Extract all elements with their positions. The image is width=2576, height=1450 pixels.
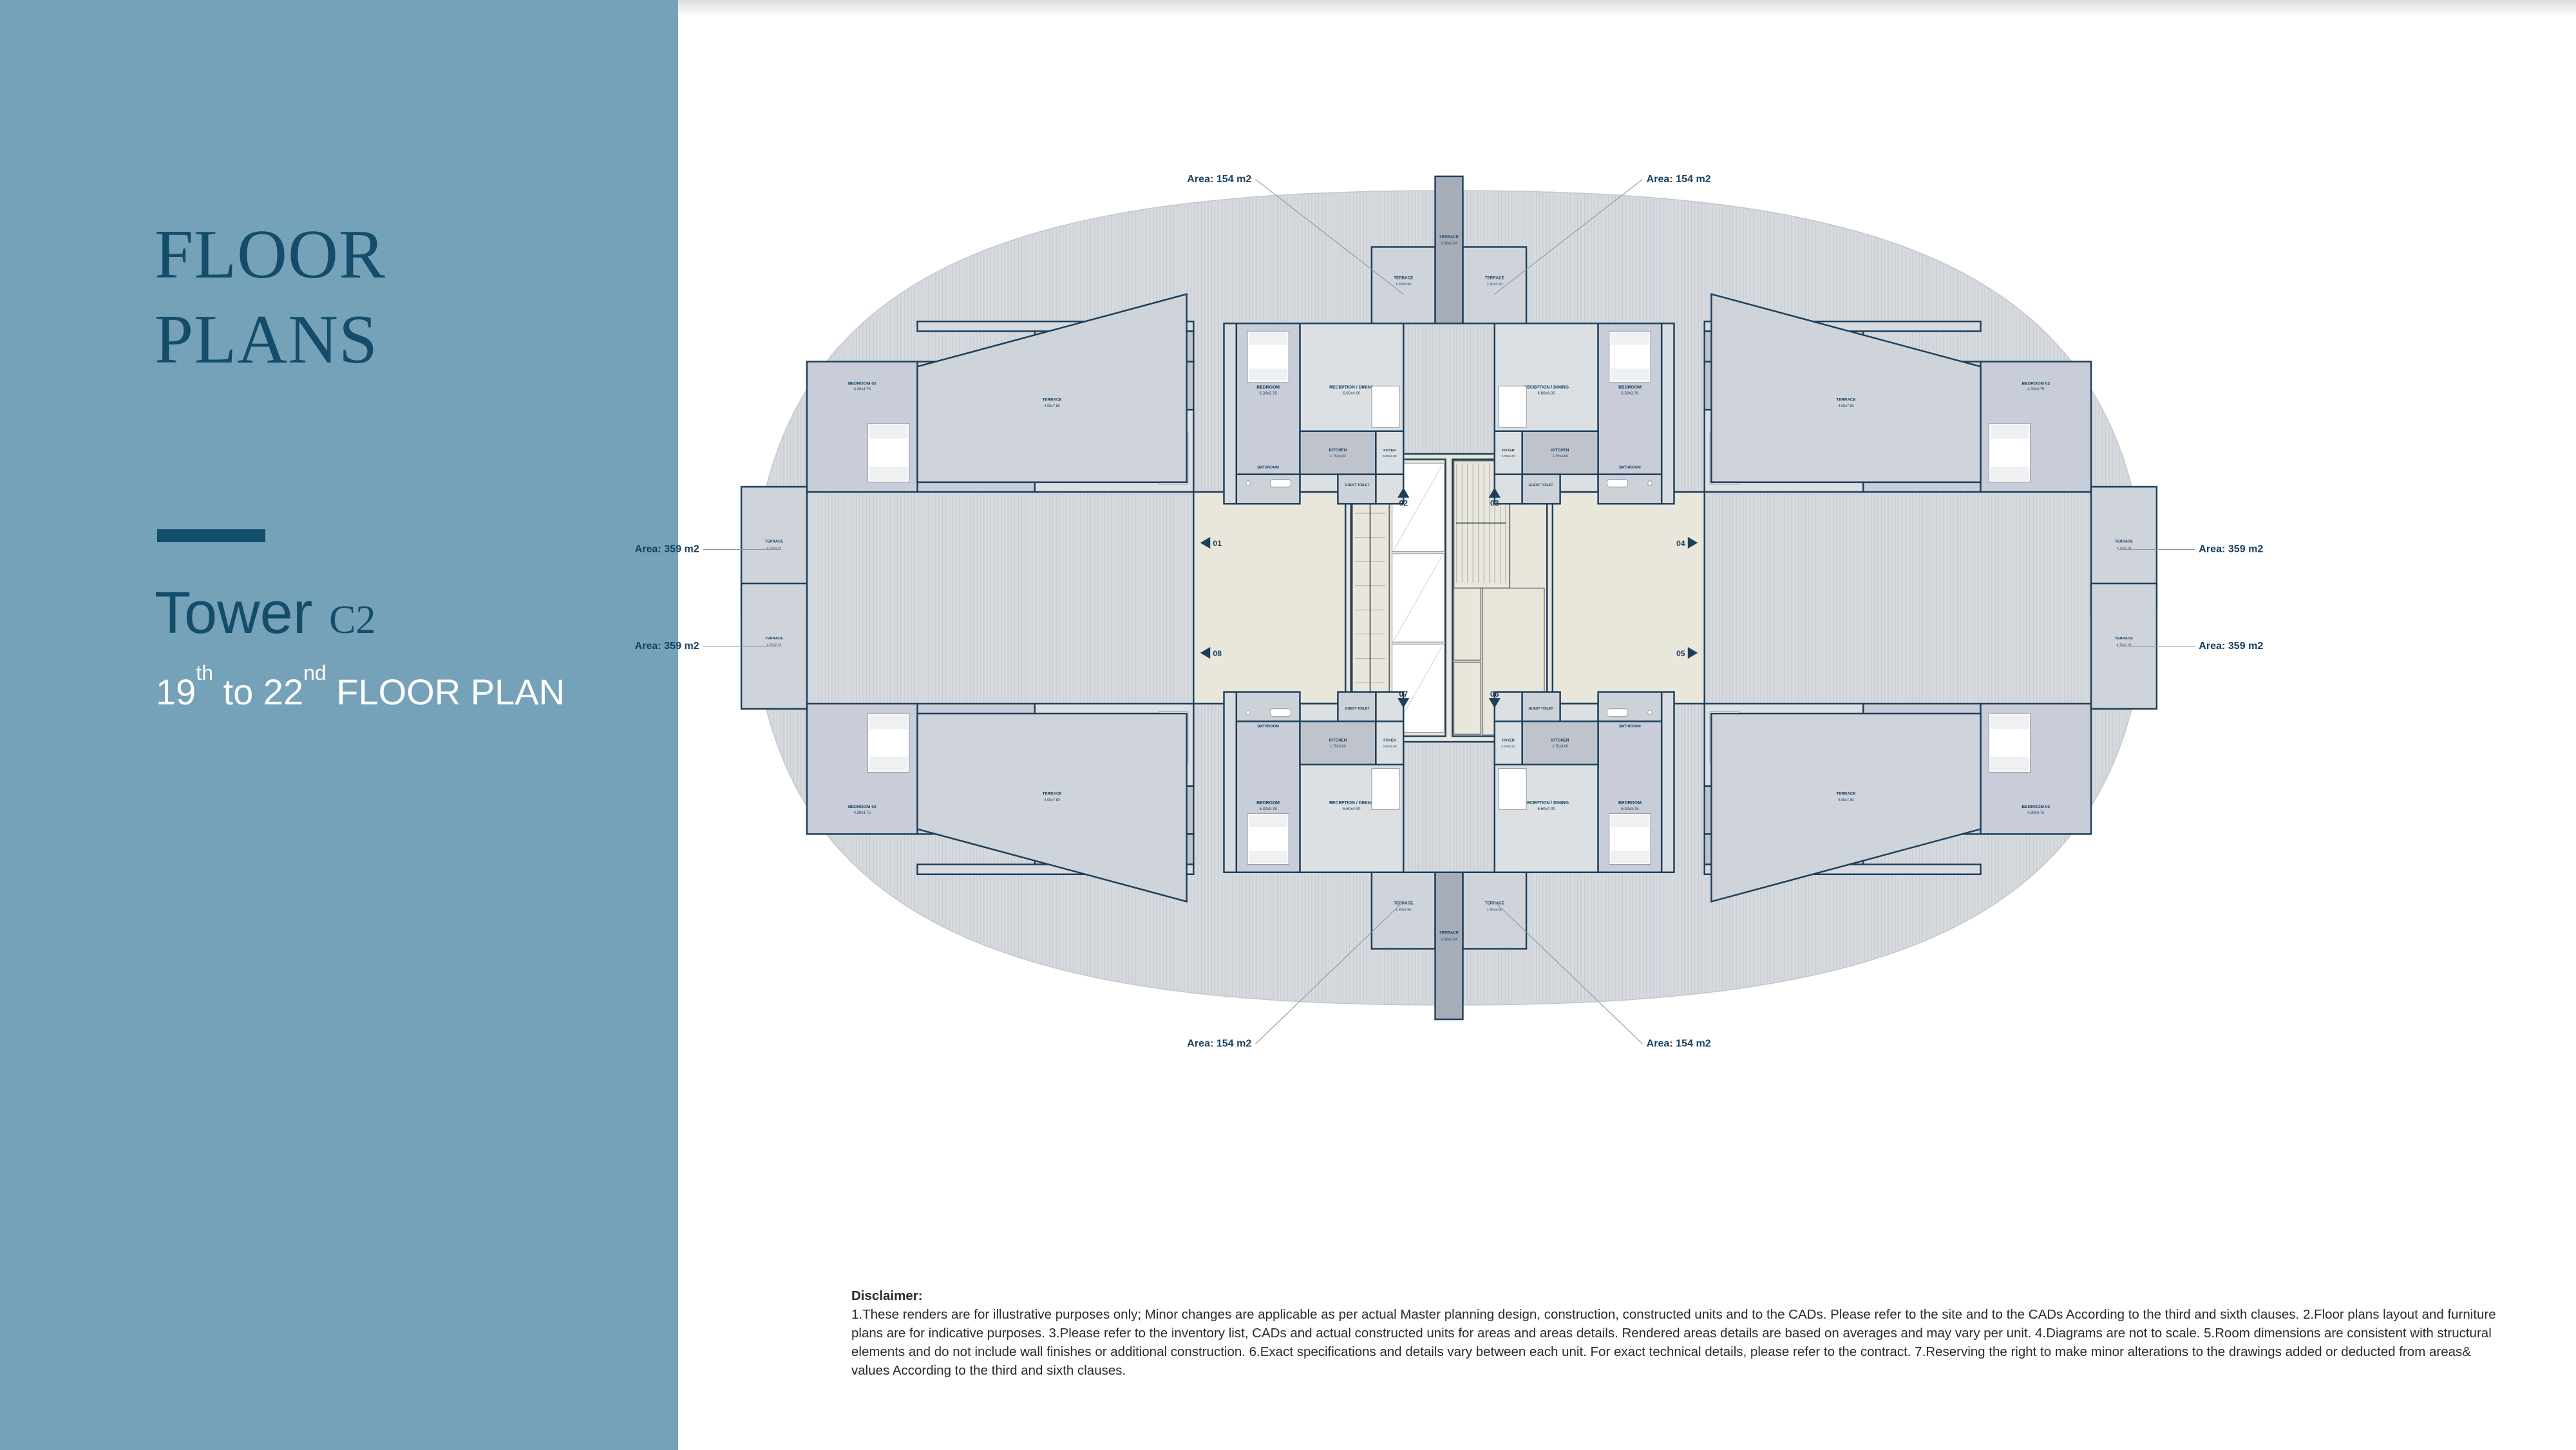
svg-text:6.60x4.00: 6.60x4.00: [1538, 391, 1556, 395]
svg-text:06: 06: [1490, 690, 1499, 699]
svg-text:1.75x3.60: 1.75x3.60: [1552, 455, 1567, 458]
svg-text:1.90x3.90: 1.90x3.90: [1396, 283, 1411, 287]
svg-text:Area: 359 m2: Area: 359 m2: [635, 543, 699, 555]
svg-text:4.70x2.10: 4.70x2.10: [2117, 547, 2132, 551]
svg-text:FOYER: FOYER: [1383, 739, 1396, 742]
svg-text:BATHROOM: BATHROOM: [1257, 466, 1279, 470]
svg-text:4.70x2.10: 4.70x2.10: [2117, 644, 2132, 648]
svg-text:BEDROOM: BEDROOM: [1618, 385, 1642, 390]
svg-text:GUEST TOILET: GUEST TOILET: [1345, 484, 1370, 487]
svg-text:TERRACE: TERRACE: [1836, 792, 1855, 796]
svg-text:RECEPTION / DINING: RECEPTION / DINING: [1329, 801, 1374, 805]
svg-text:1.75x3.60: 1.75x3.60: [1330, 744, 1345, 748]
svg-text:4.65x7.80: 4.65x7.80: [1838, 798, 1853, 802]
svg-text:07: 07: [1399, 690, 1408, 699]
svg-text:4.65x7.80: 4.65x7.80: [1044, 404, 1059, 408]
svg-text:6.60x4.00: 6.60x4.00: [1538, 807, 1556, 811]
svg-text:BATHROOM: BATHROOM: [1619, 724, 1641, 728]
svg-text:5.30x3.75: 5.30x3.75: [1259, 807, 1277, 811]
svg-text:TERRACE: TERRACE: [2115, 540, 2133, 544]
svg-text:FOYER: FOYER: [1502, 739, 1515, 742]
svg-text:TERRACE: TERRACE: [1394, 276, 1413, 280]
svg-text:08: 08: [1213, 649, 1222, 658]
svg-text:TERRACE: TERRACE: [1439, 235, 1459, 240]
svg-text:01: 01: [1213, 539, 1222, 548]
svg-text:TERRACE: TERRACE: [1485, 276, 1504, 280]
svg-text:5.30x3.75: 5.30x3.75: [1259, 391, 1277, 395]
svg-text:TERRACE: TERRACE: [1043, 792, 1062, 796]
svg-text:TERRACE: TERRACE: [1836, 397, 1855, 402]
svg-text:RECEPTION / DINING: RECEPTION / DINING: [1524, 385, 1569, 390]
svg-text:4.30x4.75: 4.30x4.75: [2027, 388, 2045, 391]
svg-text:BEDROOM: BEDROOM: [1618, 801, 1642, 805]
svg-text:KITCHEN: KITCHEN: [1551, 448, 1569, 453]
svg-text:4.30x4.75: 4.30x4.75: [854, 388, 871, 391]
svg-text:04: 04: [1676, 539, 1685, 548]
svg-text:2.90x6.30: 2.90x6.30: [1441, 937, 1457, 941]
svg-text:3.00x2.00: 3.00x2.00: [1383, 744, 1397, 748]
svg-text:GUEST TOILET: GUEST TOILET: [1345, 707, 1370, 711]
svg-text:02: 02: [1399, 499, 1408, 508]
svg-text:GUEST TOILET: GUEST TOILET: [1529, 484, 1554, 487]
svg-text:BEDROOM 02: BEDROOM 02: [848, 805, 876, 809]
svg-text:BATHROOM: BATHROOM: [1257, 724, 1279, 728]
svg-text:TERRACE: TERRACE: [1439, 931, 1459, 936]
svg-text:FOYER: FOYER: [1383, 449, 1396, 453]
svg-text:6.60x4.00: 6.60x4.00: [1343, 391, 1361, 395]
svg-text:Area: 359 m2: Area: 359 m2: [635, 640, 699, 652]
svg-text:BEDROOM: BEDROOM: [1256, 801, 1280, 805]
svg-text:TERRACE: TERRACE: [2115, 637, 2133, 641]
svg-text:5.30x3.75: 5.30x3.75: [1621, 807, 1639, 811]
svg-text:KITCHEN: KITCHEN: [1329, 738, 1347, 742]
svg-text:3.00x2.00: 3.00x2.00: [1383, 455, 1397, 458]
svg-text:2.90x6.30: 2.90x6.30: [1441, 241, 1457, 245]
svg-text:Area: 154 m2: Area: 154 m2: [1647, 173, 1711, 185]
svg-text:3.00x2.00: 3.00x2.00: [1501, 455, 1515, 458]
svg-text:FOYER: FOYER: [1502, 449, 1515, 453]
svg-text:BEDROOM 02: BEDROOM 02: [2022, 805, 2050, 809]
svg-text:TERRACE: TERRACE: [765, 540, 783, 544]
svg-text:4.70x2.10: 4.70x2.10: [767, 644, 782, 648]
svg-text:KITCHEN: KITCHEN: [1551, 738, 1569, 742]
svg-text:KITCHEN: KITCHEN: [1329, 448, 1347, 453]
svg-text:BEDROOM: BEDROOM: [1256, 385, 1280, 390]
svg-text:RECEPTION / DINING: RECEPTION / DINING: [1329, 385, 1374, 390]
svg-text:Area: 359 m2: Area: 359 m2: [2199, 543, 2263, 555]
svg-text:BATHROOM: BATHROOM: [1619, 466, 1641, 470]
svg-text:05: 05: [1676, 649, 1685, 658]
svg-text:4.30x4.75: 4.30x4.75: [2027, 811, 2045, 815]
svg-text:BEDROOM 02: BEDROOM 02: [848, 381, 876, 386]
svg-text:Area: 154 m2: Area: 154 m2: [1187, 1037, 1251, 1049]
svg-text:BEDROOM 02: BEDROOM 02: [2022, 381, 2050, 386]
svg-text:4.70x2.10: 4.70x2.10: [767, 547, 782, 551]
svg-text:5.30x3.75: 5.30x3.75: [1621, 391, 1639, 395]
svg-text:RECEPTION / DINING: RECEPTION / DINING: [1524, 801, 1569, 805]
svg-text:GUEST TOILET: GUEST TOILET: [1529, 707, 1554, 711]
svg-text:1.90x3.90: 1.90x3.90: [1396, 908, 1411, 912]
svg-text:1.75x3.60: 1.75x3.60: [1552, 744, 1567, 748]
svg-text:4.65x7.80: 4.65x7.80: [1044, 798, 1059, 802]
svg-text:1.75x3.60: 1.75x3.60: [1330, 455, 1345, 458]
svg-text:4.65x7.80: 4.65x7.80: [1838, 404, 1853, 408]
svg-text:Area: 359 m2: Area: 359 m2: [2199, 640, 2263, 652]
svg-text:Area: 154 m2: Area: 154 m2: [1187, 173, 1251, 185]
svg-text:1.90x3.90: 1.90x3.90: [1487, 283, 1502, 287]
svg-text:3.00x2.00: 3.00x2.00: [1501, 744, 1515, 748]
svg-text:TERRACE: TERRACE: [1043, 397, 1062, 402]
svg-text:Area: 154 m2: Area: 154 m2: [1647, 1037, 1711, 1049]
svg-text:TERRACE: TERRACE: [765, 637, 783, 641]
svg-text:1.90x3.90: 1.90x3.90: [1487, 908, 1502, 912]
svg-text:4.30x4.75: 4.30x4.75: [854, 811, 871, 815]
svg-text:6.60x4.00: 6.60x4.00: [1343, 807, 1361, 811]
svg-text:03: 03: [1490, 499, 1499, 508]
